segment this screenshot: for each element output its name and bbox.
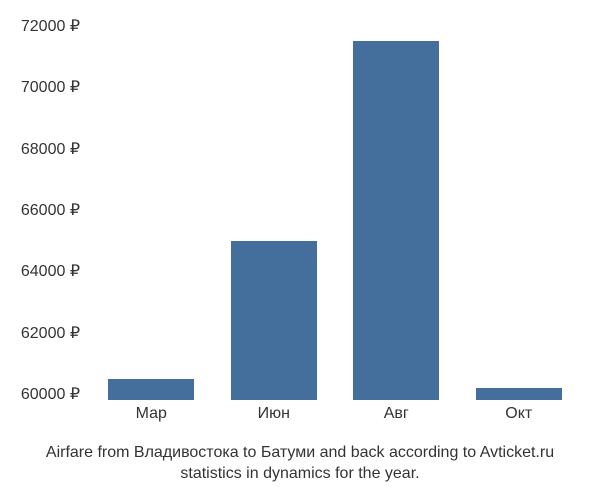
y-tick-label: 64000 ₽ [21, 261, 80, 281]
y-tick-label: 62000 ₽ [21, 323, 80, 343]
chart-caption: Airfare from Владивостока to Батуми and … [0, 443, 600, 485]
x-tick-label: Окт [505, 405, 532, 423]
x-tick-label: Мар [136, 405, 167, 423]
bar [476, 388, 562, 400]
chart-container: 60000 ₽ 62000 ₽ 64000 ₽ 66000 ₽ 68000 ₽ 70000… [0, 0, 600, 500]
y-tick-label: 68000 ₽ [21, 139, 80, 159]
y-tick-label: 72000 ₽ [21, 16, 80, 36]
y-axis-labels: 60000 ₽62000 ₽64000 ₽66000 ₽68000 ₽70000… [0, 20, 85, 400]
plot-area [90, 20, 580, 400]
y-tick-label: 60000 ₽ [21, 384, 80, 404]
bar [231, 241, 317, 400]
bar [108, 379, 194, 400]
y-tick-label: 66000 ₽ [21, 200, 80, 220]
y-tick-label: 70000 ₽ [21, 77, 80, 97]
bars-group [90, 20, 580, 400]
x-tick-label: Июн [258, 405, 290, 423]
x-axis-labels: Мар Июн Авг Окт [90, 405, 580, 430]
bar [353, 41, 439, 400]
x-tick-label: Авг [384, 405, 409, 423]
